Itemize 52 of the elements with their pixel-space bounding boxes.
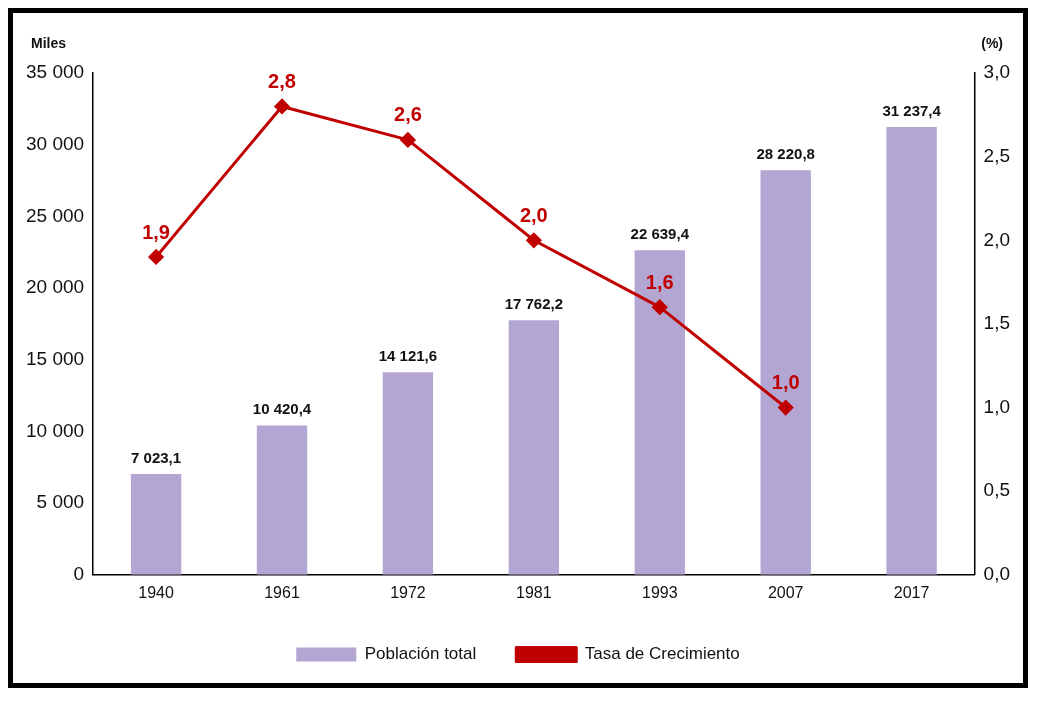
x-tick-label: 2017	[893, 583, 930, 601]
x-tick-label: 1940	[138, 583, 174, 601]
legend-label: Tasa de Crecimiento	[584, 644, 740, 664]
y2-tick-label: 2,0	[983, 228, 1011, 250]
x-tick-label: 1961	[264, 583, 300, 601]
data-label: 14 121,6	[378, 346, 438, 364]
bar	[634, 250, 685, 575]
x-tick-label: 2007	[767, 583, 804, 601]
data-label: 2,0	[519, 203, 548, 226]
x-tick-label: 1972	[390, 583, 426, 601]
bar	[130, 474, 182, 575]
y2-tick-label: 1,5	[983, 312, 1011, 334]
y-tick-label: 30 000	[25, 132, 85, 154]
x-tick-label: 1993	[641, 583, 678, 601]
point	[274, 98, 290, 114]
bar	[256, 425, 308, 575]
y-tick-label: 10 000	[25, 419, 85, 441]
data-label: 31 237,4	[882, 101, 942, 119]
data-label: 28 220,8	[756, 144, 815, 162]
bar	[508, 320, 560, 575]
y-tick-label: 35 000	[25, 61, 85, 83]
data-label: 1,0	[771, 371, 800, 394]
point	[526, 232, 542, 248]
y2-tick-label: 1,0	[983, 395, 1011, 417]
point	[400, 132, 416, 148]
legend-label: Población total	[364, 644, 477, 664]
y2-axis-title: (%)	[981, 34, 1003, 51]
y-axis-title: Miles	[31, 34, 67, 51]
y2-tick-label: 0,0	[983, 563, 1011, 585]
y-tick-label: 25 000	[25, 204, 85, 226]
point	[778, 400, 794, 416]
point	[148, 249, 164, 265]
data-label: 1,9	[142, 220, 170, 243]
x-tick-label: 1981	[516, 583, 552, 601]
y2-tick-label: 3,0	[983, 61, 1011, 83]
y2-tick-label: 0,5	[983, 479, 1011, 501]
y-tick-label: 5 000	[36, 491, 85, 513]
y-tick-label: 0	[73, 563, 85, 585]
y2-tick-label: 2,5	[983, 144, 1011, 166]
data-label: 2,6	[394, 103, 422, 126]
data-label: 2,8	[268, 69, 296, 92]
data-label: 10 420,4	[252, 400, 312, 418]
y-tick-label: 20 000	[25, 276, 85, 298]
bar	[382, 372, 434, 575]
bar	[760, 170, 811, 575]
data-label: 17 762,2	[504, 294, 564, 312]
data-label: 22 639,4	[630, 224, 690, 242]
bar	[886, 126, 937, 575]
y-tick-label: 15 000	[25, 347, 85, 369]
data-label: 1,6	[645, 270, 674, 293]
point	[652, 299, 668, 315]
data-label: 7 023,1	[131, 448, 182, 466]
